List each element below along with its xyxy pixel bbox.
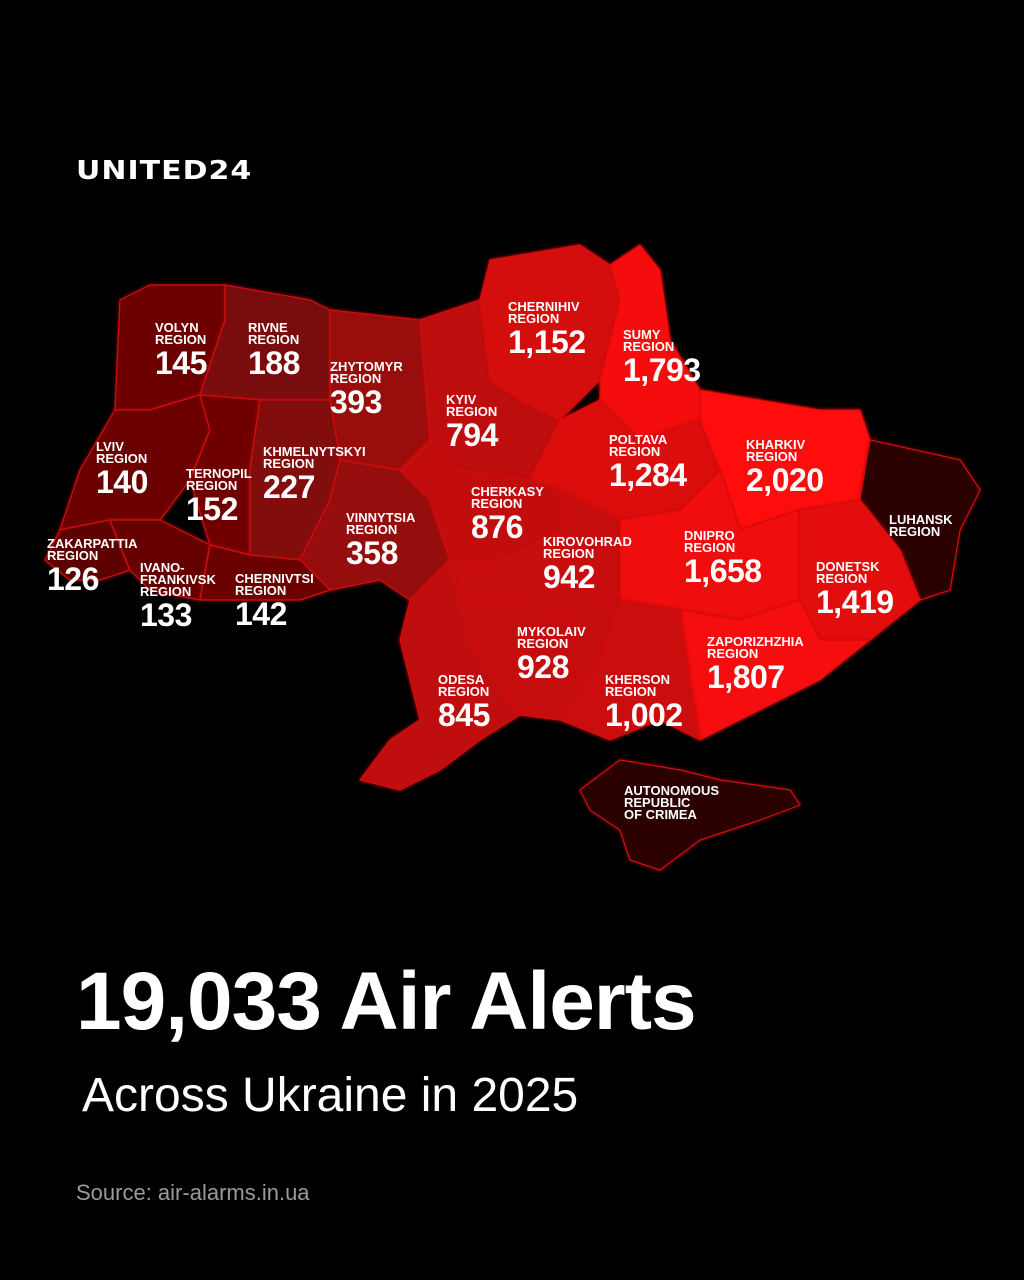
region-alert-count: 133 <box>140 597 192 633</box>
region-label-vinnytsia: VINNYTSIA REGION 358 <box>346 510 416 571</box>
region-name: RIVNE REGION <box>248 320 300 347</box>
region-label-ternopil: TERNOPIL REGION 152 <box>186 466 252 527</box>
region-name: DNIPRO REGION <box>684 528 736 555</box>
region-alert-count: 126 <box>47 561 99 597</box>
source-note: Source: air-alarms.in.ua <box>76 1180 310 1205</box>
region-name: VINNYTSIA REGION <box>346 510 416 537</box>
region-label-sumy: SUMY REGION 1,793 <box>623 327 701 388</box>
region-chernivtsi <box>199 544 331 601</box>
region-name: ZHYTOMYR REGION <box>330 359 403 386</box>
region-label-zakarpattia: ZAKARPATTIA REGION 126 <box>47 536 138 597</box>
region-alert-count: 140 <box>96 464 148 500</box>
region-name: MYKOLAIV REGION <box>517 624 586 651</box>
region-alert-count: 1,793 <box>623 352 701 388</box>
region-alert-count: 227 <box>263 469 315 505</box>
region-name: POLTAVA REGION <box>609 432 668 459</box>
region-alert-count: 1,284 <box>609 457 687 493</box>
region-alert-count: 393 <box>330 384 382 420</box>
region-crimea <box>579 759 801 871</box>
region-kherson <box>559 599 701 741</box>
region-alert-count: 145 <box>155 345 207 381</box>
region-label-kherson: KHERSON REGION 1,002 <box>605 672 683 733</box>
headline: 19,033 Air Alerts <box>76 956 697 1047</box>
region-odesa <box>359 559 521 791</box>
region-label-chernihiv: CHERNIHIV REGION 1,152 <box>508 299 586 360</box>
region-name: KHERSON REGION <box>605 672 671 699</box>
region-label-crimea: AUTONOMOUS REPUBLIC OF CRIMEA <box>624 783 720 822</box>
region-alert-count: 928 <box>517 649 569 685</box>
region-name: ODESA REGION <box>438 672 490 699</box>
region-alert-count: 942 <box>543 559 595 595</box>
region-name: AUTONOMOUS REPUBLIC OF CRIMEA <box>624 783 720 822</box>
region-label-dnipro: DNIPRO REGION 1,658 <box>684 528 762 589</box>
region-alert-count: 2,020 <box>746 462 824 498</box>
region-label-khmelnytskyi: KHMELNYTSKYI REGION 227 <box>263 444 366 505</box>
region-alert-count: 142 <box>235 596 287 632</box>
region-name: CHERKASY REGION <box>471 484 544 511</box>
region-alert-count: 188 <box>248 345 300 381</box>
region-name: TERNOPIL REGION <box>186 466 252 493</box>
region-label-cherkasy: CHERKASY REGION 876 <box>471 484 544 545</box>
region-label-rivne: RIVNE REGION 188 <box>248 320 300 381</box>
region-alert-count: 1,002 <box>605 697 683 733</box>
region-name: LVIV REGION <box>96 439 148 466</box>
region-label-volyn: VOLYN REGION 145 <box>155 320 207 381</box>
region-label-zaporizhzhia: ZAPORIZHZHIA REGION 1,807 <box>707 634 804 695</box>
region-name: CHERNIHIV REGION <box>508 299 580 326</box>
region-name: LUHANSK REGION <box>889 512 953 539</box>
region-label-zhytomyr: ZHYTOMYR REGION 393 <box>330 359 403 420</box>
region-label-odesa: ODESA REGION 845 <box>438 672 490 733</box>
region-label-chernivtsi: CHERNIVTSI REGION 142 <box>235 571 314 632</box>
region-name: KIROVOHRAD REGION <box>543 534 632 561</box>
region-name: IVANO- FRANKIVSK REGION <box>140 560 216 599</box>
region-alert-count: 152 <box>186 491 238 527</box>
region-name: VOLYN REGION <box>155 320 207 347</box>
region-name: ZAPORIZHZHIA REGION <box>707 634 804 661</box>
region-label-kharkiv: KHARKIV REGION 2,020 <box>746 437 824 498</box>
region-name: DONETSK REGION <box>816 559 880 586</box>
region-label-donetsk: DONETSK REGION 1,419 <box>816 559 894 620</box>
region-label-kyiv: KYIV REGION 794 <box>446 392 498 453</box>
united24-logo: UNITED24 <box>76 156 253 186</box>
region-name: SUMY REGION <box>623 327 675 354</box>
region-alert-count: 845 <box>438 697 490 733</box>
region-label-kirovohrad: KIROVOHRAD REGION 942 <box>543 534 632 595</box>
region-label-poltava: POLTAVA REGION 1,284 <box>609 432 687 493</box>
region-alert-count: 1,807 <box>707 659 785 695</box>
region-name: KYIV REGION <box>446 392 498 419</box>
region-label-luhansk: LUHANSK REGION <box>889 512 953 539</box>
region-alert-count: 794 <box>446 417 498 453</box>
region-alert-count: 1,152 <box>508 324 586 360</box>
region-label-lviv: LVIV REGION 140 <box>96 439 148 500</box>
region-alert-count: 1,419 <box>816 584 894 620</box>
region-name: ZAKARPATTIA REGION <box>47 536 138 563</box>
region-alert-count: 1,658 <box>684 553 762 589</box>
region-label-ivano-frankivsk: IVANO- FRANKIVSK REGION 133 <box>140 560 216 633</box>
region-label-mykolaiv: MYKOLAIV REGION 928 <box>517 624 586 685</box>
region-lviv <box>59 394 211 531</box>
region-name: CHERNIVTSI REGION <box>235 571 314 598</box>
subheadline: Across Ukraine in 2025 <box>82 1069 579 1122</box>
region-name: KHMELNYTSKYI REGION <box>263 444 366 471</box>
region-name: KHARKIV REGION <box>746 437 806 464</box>
region-alert-count: 876 <box>471 509 523 545</box>
region-alert-count: 358 <box>346 535 398 571</box>
